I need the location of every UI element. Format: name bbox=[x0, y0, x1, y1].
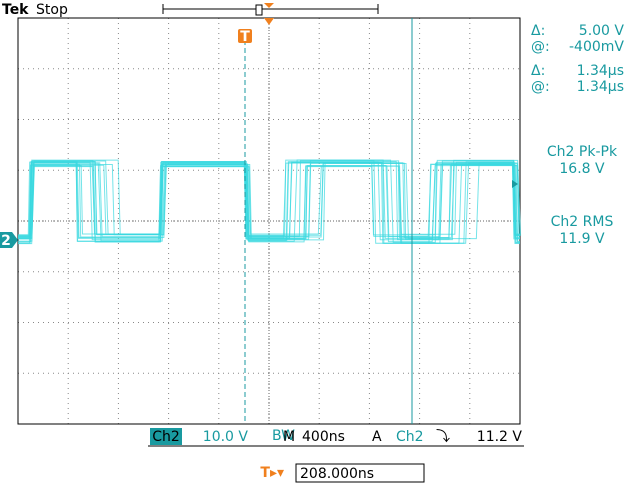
readout-label: Δ: bbox=[531, 23, 545, 39]
position-value: 208.000ns bbox=[300, 466, 374, 482]
trigger-level-marker bbox=[512, 180, 518, 188]
status-a: A bbox=[372, 429, 382, 445]
measurement-name: Ch2 Pk-Pk bbox=[547, 144, 618, 160]
channel-marker bbox=[0, 232, 18, 248]
status-bw: BW bbox=[272, 428, 295, 444]
status-m: M bbox=[283, 429, 295, 445]
trace bbox=[18, 162, 520, 244]
status-trig-source: Ch2 bbox=[396, 429, 424, 445]
measurement-name: Ch2 RMS bbox=[551, 214, 614, 230]
waveform bbox=[18, 159, 522, 245]
status-trig-level: 11.2 V bbox=[477, 429, 523, 445]
trace bbox=[18, 159, 520, 243]
record-window bbox=[255, 4, 263, 16]
channel-marker-label: 2 bbox=[1, 233, 11, 249]
position-box bbox=[295, 463, 425, 483]
trigger-pos-grid bbox=[264, 18, 274, 25]
readout-value: 1.34µs bbox=[577, 79, 624, 95]
graticule bbox=[18, 18, 520, 424]
channel-badge bbox=[150, 428, 182, 445]
measurement-value: 11.9 V bbox=[559, 231, 605, 247]
acq-state: Stop bbox=[36, 2, 68, 18]
readout-value: -400mV bbox=[569, 39, 624, 55]
status-trig-slope: ⤵ bbox=[436, 429, 450, 445]
brand: Tek bbox=[2, 2, 29, 18]
status-channel: Ch2 bbox=[152, 429, 180, 445]
trigger-marker-label: T bbox=[240, 29, 250, 45]
readout-label: @: bbox=[531, 39, 550, 55]
readout-value: 1.34µs bbox=[577, 63, 624, 79]
readout-label: Δ: bbox=[531, 63, 545, 79]
measurement-value: 16.8 V bbox=[559, 161, 605, 177]
readout-value: 5.00 V bbox=[579, 23, 625, 39]
trigger-marker bbox=[238, 29, 252, 43]
position-icon: T▸▾ bbox=[260, 465, 284, 481]
readout-label: @: bbox=[531, 79, 550, 95]
status-scale: 10.0 V bbox=[203, 429, 249, 445]
record-bar bbox=[162, 4, 379, 14]
trigger-pos-top bbox=[264, 3, 274, 8]
trace bbox=[18, 160, 520, 240]
status-timebase: 400ns bbox=[302, 429, 345, 445]
